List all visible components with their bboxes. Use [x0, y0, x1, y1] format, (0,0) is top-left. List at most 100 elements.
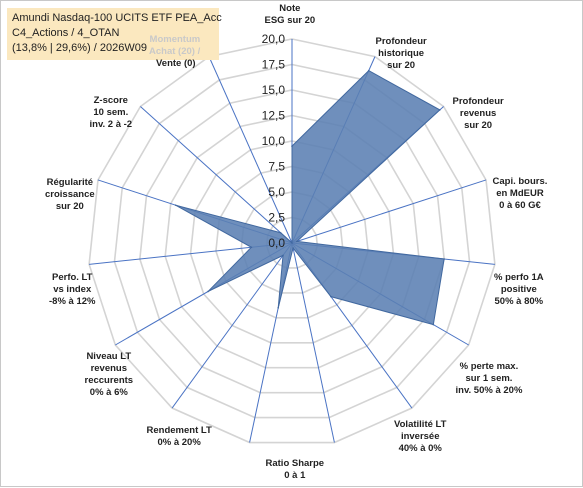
series-point: [174, 204, 177, 206]
axis-label: Momentum Achat (20) /: [149, 34, 200, 58]
axis-label: Profondeur revenus sur 20: [453, 96, 504, 132]
axis-label-line: inversée: [400, 431, 440, 442]
series-point: [250, 246, 253, 249]
axis-label-line: % perte max.: [459, 361, 519, 372]
series-point: [291, 145, 293, 147]
axis-label: Régularité croissance sur 20: [45, 177, 95, 213]
chart-title-line-2: C4_Actions / 4_OTAN: [12, 27, 120, 39]
axis-label-line: 0 à 1: [284, 470, 306, 481]
axis-label-line: sur 20: [464, 120, 493, 131]
radial-tick-label: 10,0: [262, 134, 286, 148]
axis-label: Ratio Sharpe 0 à 1: [266, 458, 325, 482]
axis-label-line: Niveau LT: [86, 351, 132, 362]
series-point: [282, 254, 284, 257]
series-point: [443, 258, 445, 260]
axis-label: % perfo 1A positive 50% à 80%: [494, 272, 544, 308]
axis-label-line: inv. 2 à -2: [89, 119, 133, 130]
axis-label-line: Capi. bours.: [492, 176, 548, 187]
series-point: [292, 247, 294, 249]
axis-spoke: [140, 106, 293, 244]
axis-label-line: sur 20: [55, 201, 84, 212]
grid-ring: [139, 89, 445, 394]
series-point: [279, 231, 282, 234]
series-area: [175, 69, 445, 326]
axis-label-line: Momentum: [149, 34, 201, 45]
radial-tick-label: 17,5: [262, 58, 286, 72]
grid-ring: [164, 114, 420, 369]
series-point: [432, 323, 435, 326]
axis-label: Volatilité LT inversée 40% à 0%: [394, 419, 446, 455]
axis-label-line: sur 20: [387, 60, 416, 71]
axis-spoke: [208, 56, 293, 244]
axis-label-line: 0 à 60 G€: [499, 200, 541, 211]
radial-tick-label: 12,5: [262, 109, 286, 123]
axis-label-line: revenus: [459, 108, 497, 119]
axis-label-line: -8% à 12%: [49, 296, 96, 307]
axis-label: Perfo. LT vs index -8% à 12%: [49, 272, 95, 308]
series-point: [291, 242, 293, 244]
axis-label: Note ESG sur 20: [265, 3, 316, 27]
axis-label-line: Profondeur: [452, 96, 504, 107]
radial-tick-label: 15,0: [262, 83, 286, 97]
radial-tick-label: 7,5: [268, 160, 285, 174]
grid-ring: [189, 140, 395, 344]
radial-tick-label: 2,5: [268, 211, 285, 225]
axis-label: Z-score 10 sem. inv. 2 à -2: [90, 95, 133, 131]
axis-label-line: Profondeur: [375, 36, 427, 47]
axis-label-line: Rendement LT: [146, 425, 212, 436]
axis-label-line: Vente (0): [156, 58, 196, 69]
radial-tick-label: 0,0: [268, 236, 285, 250]
grid-ring: [215, 165, 369, 319]
axis-label: Capi. bours. en MdEUR 0 à 60 G€: [493, 176, 548, 212]
axis-label-line: 10 sem.: [93, 107, 129, 118]
grid-ring: [240, 191, 344, 294]
axis-label-line: revenus: [90, 363, 128, 374]
axis-label: Niveau LT revenus reccurents 0% à 6%: [85, 351, 134, 399]
axis-label-line: sur 1 sem.: [465, 373, 513, 384]
axis-label-line: Perfo. LT: [52, 272, 93, 283]
axis-label-line: positive: [500, 284, 537, 295]
axis-label-line: 40% à 0%: [398, 443, 442, 454]
axis-label-line: reccurents: [84, 375, 134, 386]
axis-label-line: vs index: [53, 284, 92, 295]
axis-label: Rendement LT 0% à 20%: [147, 425, 212, 449]
axis-label-line: Régularité: [46, 177, 94, 188]
series-point: [439, 109, 441, 111]
axis-label-line: Achat (20) /: [149, 46, 201, 57]
radial-tick-label: 20,0: [262, 32, 286, 46]
axis-label-line: inv. 50% à 20%: [455, 385, 523, 396]
chart-title-line-3: (13,8% | 29,6%) / 2026W09: [12, 42, 147, 54]
axis-spoke: [291, 179, 487, 244]
radial-tick-label: 5,0: [268, 185, 285, 199]
axis-label-line: Note: [279, 3, 301, 14]
series-point: [277, 307, 280, 309]
radial-tick-labels: 0,0 2,5 5,0 7,5 10,0 12,5 15,0 17,5 20,0: [262, 32, 286, 250]
axis-label: % perte max. sur 1 sem. inv. 50% à 20%: [456, 361, 523, 397]
radar-series: [174, 69, 445, 326]
series-point: [296, 240, 298, 243]
axis-label-line: 0% à 6%: [89, 387, 128, 398]
axis-label-line: 50% à 80%: [494, 296, 544, 307]
axis-label-line: ESG sur 20: [264, 15, 316, 26]
axis-label-line: Volatilité LT: [394, 419, 447, 430]
axis-label-line: en MdEUR: [496, 188, 544, 199]
axis-label-line: 0% à 20%: [157, 437, 201, 448]
axis-label: Profondeur historique sur 20: [376, 36, 427, 72]
axis-spoke: [171, 242, 293, 409]
axis-label-line: Z-score: [93, 95, 128, 106]
axis-label: Vente (0): [156, 58, 196, 70]
grid-ring: [113, 63, 471, 419]
axis-label-line: historique: [378, 48, 425, 59]
grid-ring: [88, 38, 496, 444]
axis-label-line: croissance: [45, 189, 95, 200]
series-point: [207, 290, 209, 293]
axis-label-line: Ratio Sharpe: [265, 458, 325, 469]
chart-title-line-1: Amundi Nasdaq-100 UCITS ETF PEA_Acc: [12, 12, 222, 24]
series-point: [330, 295, 332, 298]
series-point: [367, 69, 370, 72]
axis-spoke: [291, 242, 335, 443]
chart-title-box: Amundi Nasdaq-100 UCITS ETF PEA_Acc C4_A…: [7, 8, 222, 60]
axis-label-line: % perfo 1A: [494, 272, 544, 283]
